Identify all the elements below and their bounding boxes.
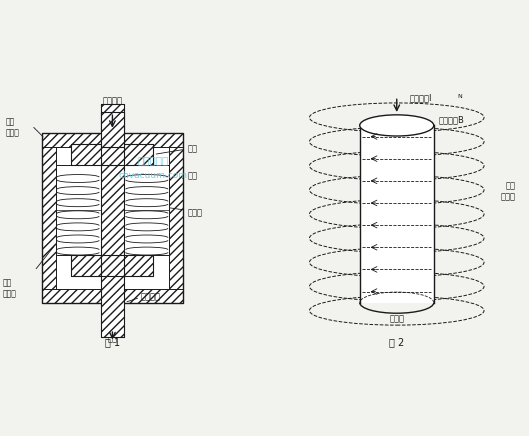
Bar [56,165,169,255]
Bar [101,104,124,337]
Bar [42,133,183,146]
Bar [71,255,153,276]
Text: 感应磁场B: 感应磁场B [439,116,465,125]
Bar [42,290,183,303]
Text: 真空
灭弧室: 真空 灭弧室 [5,117,19,137]
Bar [42,133,56,303]
Text: 负载电流I: 负载电流I [410,94,433,103]
Bar [360,126,434,303]
Text: 系统高压: 系统高压 [103,96,122,106]
Bar [169,133,183,303]
Text: 导电杆: 导电杆 [389,314,404,323]
Bar [101,112,124,146]
Bar [56,146,169,290]
Text: 真空技术网: 真空技术网 [138,155,169,165]
Text: 外壳: 外壳 [188,171,198,180]
Text: 图 2: 图 2 [389,337,404,347]
Bar [71,144,153,165]
Text: 金属
屏蔽罩: 金属 屏蔽罩 [501,181,516,201]
Text: chvacuum.com: chvacuum.com [119,171,188,180]
Text: 动导电杆: 动导电杆 [140,293,160,302]
Bar [101,112,124,146]
Text: N: N [458,94,462,99]
Bar [42,133,183,303]
Text: 中间
屏蔽罩: 中间 屏蔽罩 [3,279,16,298]
Ellipse shape [360,115,434,136]
Text: 负载: 负载 [107,334,117,344]
Text: 图 1: 图 1 [105,337,120,347]
Bar [71,144,153,165]
Text: 波纹管: 波纹管 [188,208,203,217]
Bar [71,255,153,276]
Bar [101,104,124,337]
Text: 触头: 触头 [188,145,198,154]
